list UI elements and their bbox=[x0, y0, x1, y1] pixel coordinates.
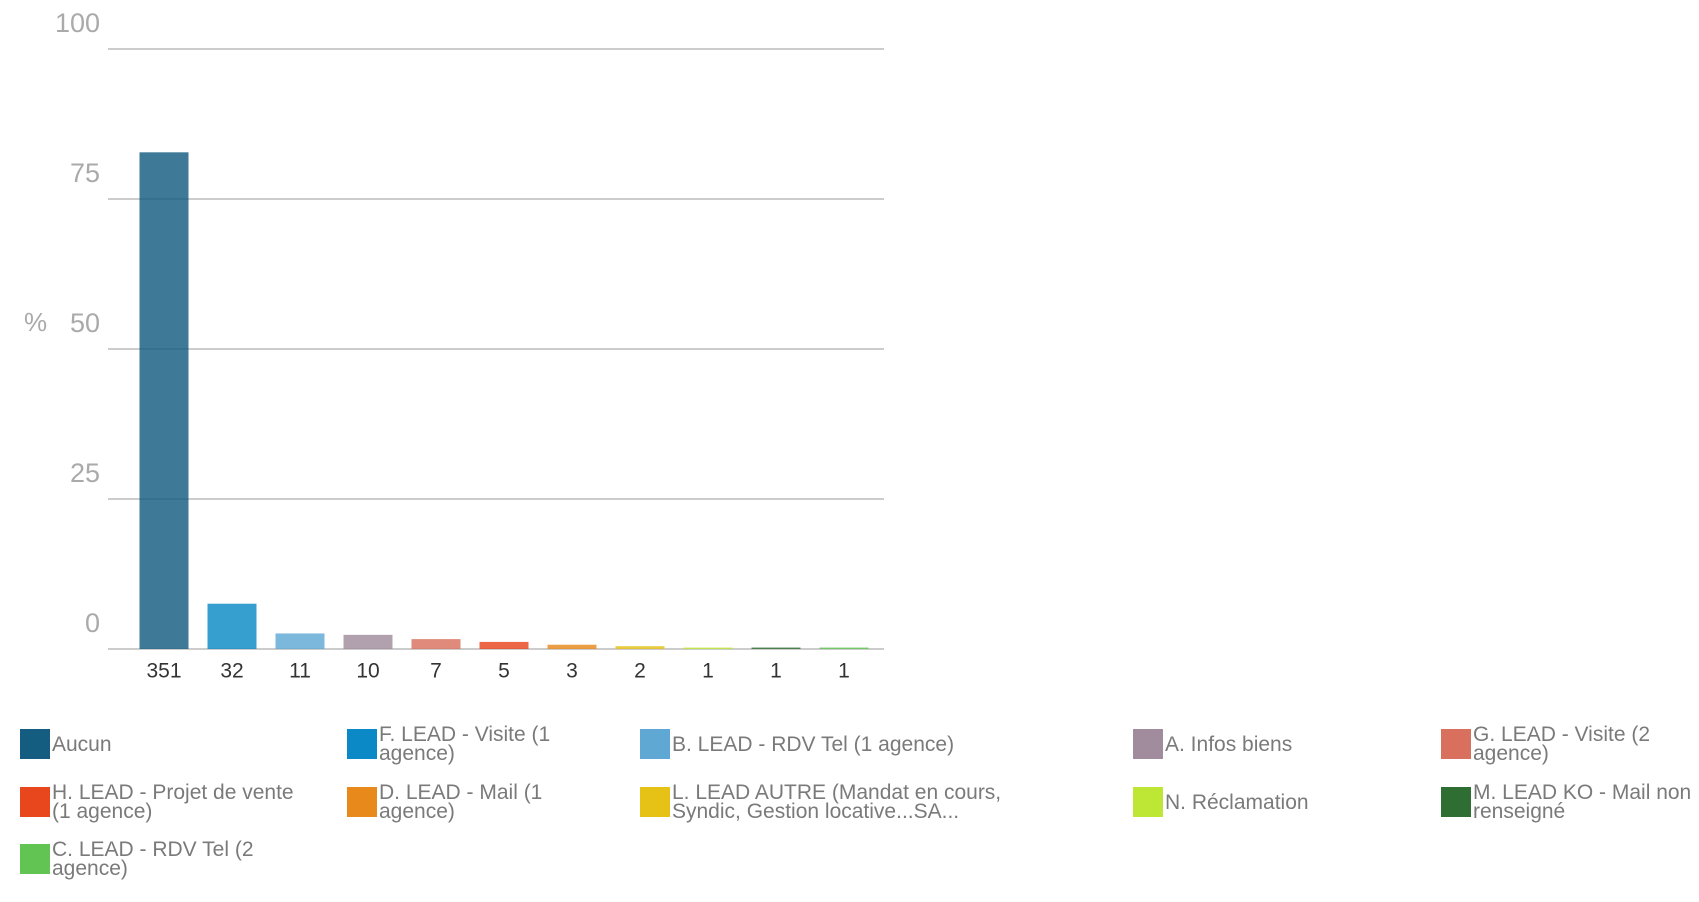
legend-label: M. LEAD KO - Mail non renseigné bbox=[1473, 781, 1692, 823]
legend-item[interactable]: Aucun bbox=[20, 729, 112, 759]
bar-count-label: 1 bbox=[770, 660, 782, 683]
bar-count-label: 10 bbox=[356, 660, 379, 683]
bar-count-label: 7 bbox=[430, 660, 442, 683]
legend-item[interactable]: F. LEAD - Visite (1 agence) bbox=[347, 724, 559, 764]
legend-swatch bbox=[1133, 729, 1163, 759]
legend-swatch bbox=[20, 729, 50, 759]
legend-label: B. LEAD - RDV Tel (1 agence) bbox=[672, 732, 955, 756]
legend-swatch bbox=[640, 787, 670, 817]
legend-swatch bbox=[20, 787, 50, 817]
legend-swatch bbox=[347, 787, 377, 817]
legend-swatch bbox=[1133, 787, 1163, 817]
y-tick-label: 25 bbox=[70, 458, 100, 488]
legend-item[interactable]: B. LEAD - RDV Tel (1 agence) bbox=[640, 729, 954, 759]
legend-label: L. LEAD AUTRE (Mandat en cours, Syndic, … bbox=[672, 781, 1002, 823]
bar-count-label: 1 bbox=[702, 660, 714, 683]
legend-label: D. LEAD - Mail (1 agence) bbox=[379, 781, 543, 823]
legend-item[interactable]: G. LEAD - Visite (2 agence) bbox=[1441, 724, 1699, 764]
legend-item[interactable]: H. LEAD - Projet de vente (1 agence) bbox=[20, 782, 302, 822]
y-tick-label: 75 bbox=[70, 158, 100, 188]
legend-item[interactable]: L. LEAD AUTRE (Mandat en cours, Syndic, … bbox=[640, 782, 1052, 822]
bar-count-label: 351 bbox=[146, 660, 181, 683]
y-tick-label: 0 bbox=[85, 608, 100, 638]
bar-count-label: 1 bbox=[838, 660, 850, 683]
legend-swatch bbox=[347, 729, 377, 759]
bar bbox=[411, 639, 461, 649]
legend-swatch bbox=[1441, 787, 1471, 817]
bar bbox=[547, 644, 597, 649]
bar-count-label: 11 bbox=[289, 660, 311, 683]
bar-count-label: 5 bbox=[498, 660, 510, 683]
legend-label: A. Infos biens bbox=[1165, 732, 1293, 756]
bar bbox=[751, 647, 801, 649]
bar-count-label: 32 bbox=[220, 660, 243, 683]
bar bbox=[479, 641, 529, 649]
legend-label: Aucun bbox=[52, 732, 112, 756]
legend-swatch bbox=[20, 844, 50, 874]
legend-item[interactable]: N. Réclamation bbox=[1133, 787, 1309, 817]
legend-item[interactable]: A. Infos biens bbox=[1133, 729, 1292, 759]
legend-label: H. LEAD - Projet de vente (1 agence) bbox=[52, 781, 294, 823]
bar bbox=[207, 603, 257, 649]
bar bbox=[615, 646, 665, 649]
bar bbox=[275, 633, 325, 649]
bar-count-label: 3 bbox=[566, 660, 578, 683]
legend-label: C. LEAD - RDV Tel (2 agence) bbox=[52, 838, 254, 880]
y-axis-label: % bbox=[24, 307, 47, 337]
legend-swatch bbox=[640, 729, 670, 759]
legend-label: G. LEAD - Visite (2 agence) bbox=[1473, 723, 1651, 765]
bar bbox=[819, 647, 869, 649]
legend-label: F. LEAD - Visite (1 agence) bbox=[379, 723, 551, 765]
legend-item[interactable]: D. LEAD - Mail (1 agence) bbox=[347, 782, 559, 822]
bar bbox=[343, 634, 393, 649]
bar-count-label: 2 bbox=[634, 660, 646, 683]
bar bbox=[139, 152, 189, 649]
legend-item[interactable]: C. LEAD - RDV Tel (2 agence) bbox=[20, 839, 302, 879]
legend-item[interactable]: M. LEAD KO - Mail non renseigné bbox=[1441, 782, 1699, 822]
y-tick-label: 50 bbox=[70, 308, 100, 338]
legend-label: N. Réclamation bbox=[1165, 790, 1309, 814]
y-tick-label: 100 bbox=[55, 8, 100, 38]
legend-swatch bbox=[1441, 729, 1471, 759]
bar bbox=[683, 647, 733, 649]
